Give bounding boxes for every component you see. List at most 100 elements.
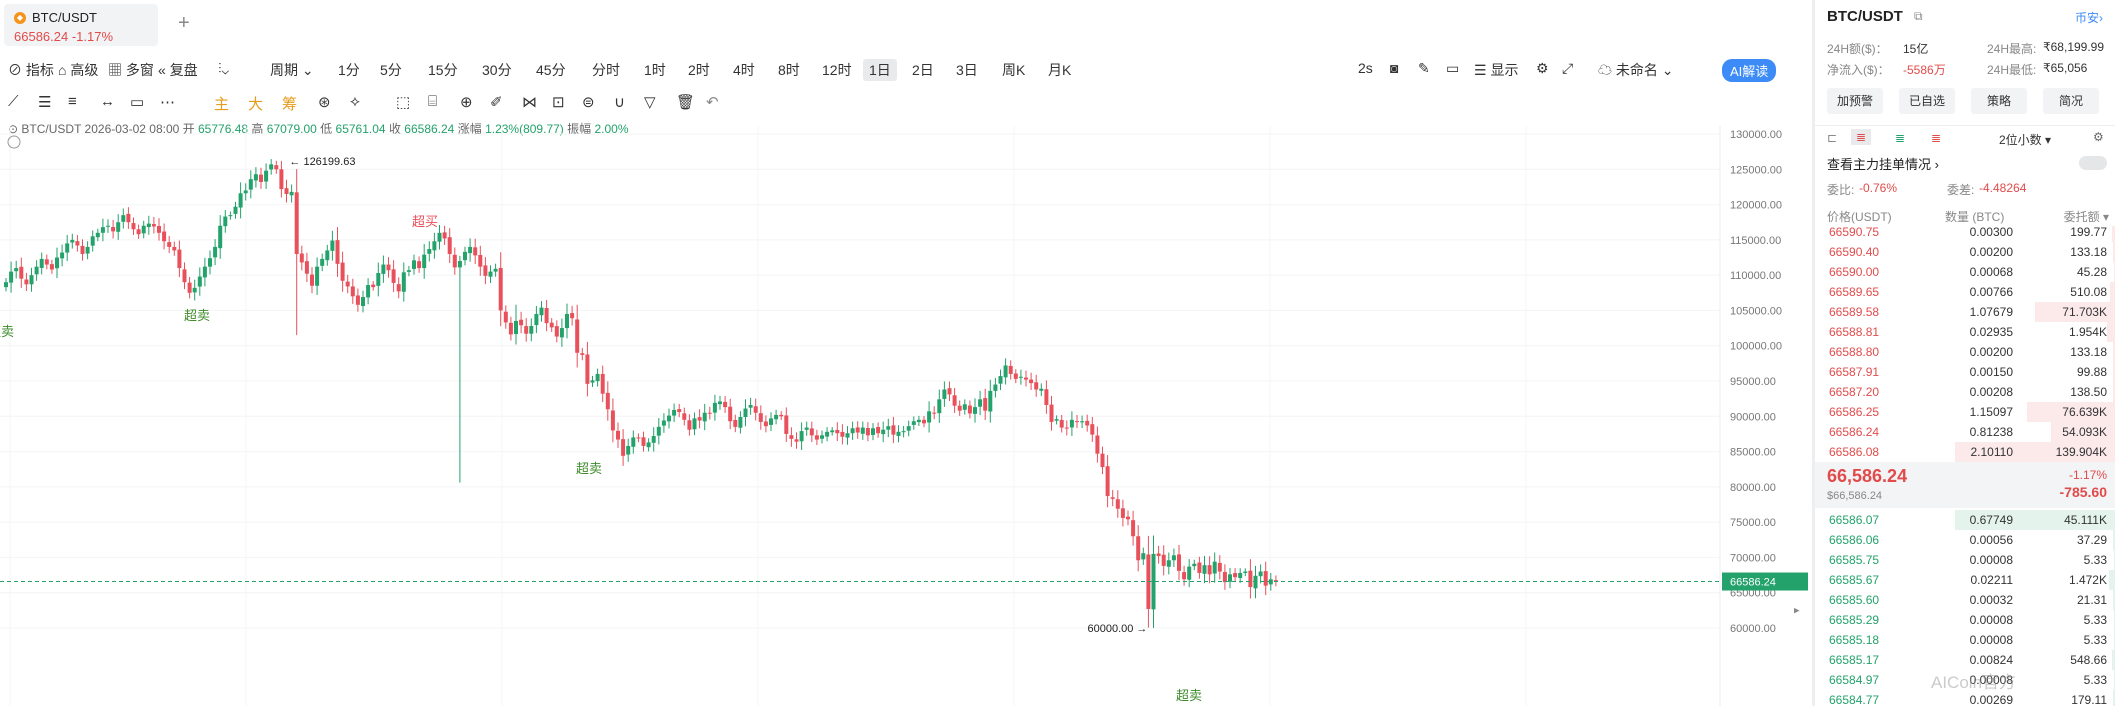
bid-row[interactable]: 66584.77 0.00269 179.11 <box>1815 690 2115 706</box>
interval-2h[interactable]: 2时 <box>688 62 710 78</box>
main-chip-button[interactable]: 主 <box>214 96 230 113</box>
advanced-button[interactable]: ⌂ 高级 <box>58 60 98 80</box>
pattern-icon[interactable]: ⋈ <box>522 94 537 111</box>
ask-row[interactable]: 66586.08 2.10110 139.904K <box>1815 442 2115 462</box>
overview-button[interactable]: 简况 <box>2043 88 2099 114</box>
collapse-icon[interactable]: ⊙ <box>8 122 19 136</box>
ask-row[interactable]: 66590.40 0.00200 133.18 <box>1815 242 2115 262</box>
exchange-link[interactable]: 币安› <box>2074 11 2103 25</box>
ask-row[interactable]: 66586.25 1.15097 76.639K <box>1815 402 2115 422</box>
chip-button[interactable]: 筹 <box>282 96 298 113</box>
ask-row[interactable]: 66590.00 0.00068 45.28 <box>1815 262 2115 282</box>
add-alert-button[interactable]: 加预警 <box>1827 88 1883 114</box>
ask-row[interactable]: 66590.75 0.00300 199.77 <box>1815 226 2115 242</box>
measure-icon[interactable]: ⟡ <box>350 93 360 110</box>
bid-row[interactable]: 66585.18 0.00008 5.33 <box>1815 630 2115 650</box>
bid-row[interactable]: 66585.29 0.00008 5.33 <box>1815 610 2115 630</box>
interval-4h[interactable]: 4时 <box>733 62 755 78</box>
camera-icon[interactable]: ◙ <box>1390 60 1399 76</box>
rectangle-icon[interactable]: ▭ <box>130 94 145 111</box>
note-icon[interactable]: ▭ <box>1446 60 1460 76</box>
layout-dropdown[interactable]: ☁ 未命名 ⌄ <box>1598 60 1674 80</box>
fullscreen-icon[interactable]: ⤢ <box>1562 60 1574 76</box>
ask-row[interactable]: 66587.91 0.00150 99.88 <box>1815 362 2115 382</box>
candle <box>1171 548 1176 567</box>
asks-only-icon[interactable]: ≣ <box>1931 131 1942 145</box>
interval-3d[interactable]: 3日 <box>956 62 978 78</box>
candlestick-chart[interactable]: 130000.00 125000.00 120000.00 115000.00 1100… <box>0 126 1810 706</box>
interval-45m[interactable]: 45分 <box>536 62 566 78</box>
magnet-icon[interactable]: ∪ <box>614 94 625 111</box>
candle-type-button[interactable]: ⫶⌄ <box>218 60 230 76</box>
replay-button[interactable]: « 复盘 <box>158 60 198 80</box>
watchlist-button[interactable]: 已自选 <box>1899 88 1955 114</box>
strategy-button[interactable]: 策略 <box>1971 88 2027 114</box>
interval-30m[interactable]: 30分 <box>482 62 512 78</box>
depth-link[interactable]: 查看主力挂单情况 › <box>1827 157 1939 172</box>
ask-row[interactable]: 66588.81 0.02935 1.954K <box>1815 322 2115 342</box>
tab-btc-usdt[interactable]: ◆ BTC/USDT 66586.24 -1.17% <box>4 4 158 46</box>
filter-icon[interactable]: ▽ <box>644 94 656 111</box>
both-sides-icon[interactable]: ≣ <box>1851 129 1872 145</box>
ruler-icon[interactable]: ⌸ <box>428 93 438 110</box>
precision-dropdown[interactable]: 2位小数 ▾ <box>1999 133 2052 147</box>
candle-body <box>1100 453 1105 468</box>
zoom-icon[interactable]: ⊕ <box>460 94 473 111</box>
refresh-interval[interactable]: 2s <box>1358 60 1373 76</box>
brush-icon[interactable]: ✐ <box>490 94 503 111</box>
settings-icon[interactable]: ⚙ <box>2093 130 2104 144</box>
interval-1h[interactable]: 1时 <box>644 62 666 78</box>
interval-1m[interactable]: 1分 <box>338 62 360 78</box>
ask-row[interactable]: 66587.20 0.00208 138.50 <box>1815 382 2115 402</box>
more-tools-icon[interactable]: ⋯ <box>160 94 175 111</box>
undo-icon[interactable]: ↶ <box>706 94 719 111</box>
lock-icon[interactable]: ⊡ <box>552 94 565 111</box>
col-total[interactable]: 委托额 ▾ <box>2063 210 2109 224</box>
bid-row[interactable]: 66586.07 0.67749 45.111K <box>1815 510 2115 530</box>
display-button[interactable]: ☰ 显示 <box>1474 60 1518 80</box>
add-tab-button[interactable]: + <box>178 12 190 34</box>
candle-body <box>565 313 569 329</box>
trash-icon[interactable]: 🗑 <box>676 94 696 111</box>
candle-body <box>478 254 483 267</box>
interval-week[interactable]: 周K <box>1002 62 1026 78</box>
panel-divider[interactable] <box>1812 0 1815 706</box>
channel-icon[interactable]: ≡ <box>68 93 77 110</box>
interval-12h[interactable]: 12时 <box>822 62 852 78</box>
bid-row[interactable]: 66585.60 0.00032 21.31 <box>1815 590 2115 610</box>
bid-row[interactable]: 66584.97 0.00008 5.33 <box>1815 670 2115 690</box>
interval-8h[interactable]: 8时 <box>778 62 800 78</box>
cursor-icon[interactable]: ⬚ <box>396 94 411 111</box>
hline-icon[interactable]: ↔ <box>100 93 115 110</box>
interval-5m[interactable]: 5分 <box>380 62 402 78</box>
nav-circle-icon[interactable] <box>7 135 21 149</box>
bid-row[interactable]: 66585.75 0.00008 5.33 <box>1815 550 2115 570</box>
bid-row[interactable]: 66585.17 0.00824 548.66 <box>1815 650 2115 670</box>
ask-row[interactable]: 66589.65 0.00766 510.08 <box>1815 282 2115 302</box>
big-chip-button[interactable]: 大 <box>248 96 264 113</box>
eye-icon[interactable]: ⊜ <box>582 94 595 111</box>
trendline-icon[interactable]: ⟋ <box>8 93 19 110</box>
ask-row[interactable]: 66588.80 0.00200 133.18 <box>1815 342 2115 362</box>
multi-window-button[interactable]: ▦ 多窗 <box>108 60 154 80</box>
interval-2d[interactable]: 2日 <box>912 62 934 78</box>
indicators-button[interactable]: ⊘ 指标 <box>8 60 54 80</box>
period-dropdown[interactable]: 周期 ⌄ <box>270 60 314 80</box>
ask-row[interactable]: 66586.24 0.81238 54.093K <box>1815 422 2115 442</box>
settings-icon[interactable]: ⚙ <box>1536 60 1549 76</box>
hlines-icon[interactable]: ☰ <box>38 94 52 111</box>
interval-month[interactable]: 月K <box>1048 62 1072 78</box>
ai-analysis-button[interactable]: AI解读 <box>1722 59 1777 82</box>
pen-icon[interactable]: ✎ <box>1418 60 1430 76</box>
interval-timeline[interactable]: 分时 <box>592 62 620 78</box>
orderbook-mode-icon[interactable]: ⊏ <box>1827 131 1838 145</box>
bid-row[interactable]: 66585.67 0.02211 1.472K <box>1815 570 2115 590</box>
depth-toggle[interactable] <box>2079 156 2107 170</box>
bids-only-icon[interactable]: ≣ <box>1895 131 1906 145</box>
magic-icon[interactable]: ⊛ <box>318 94 331 111</box>
interval-15m[interactable]: 15分 <box>428 62 458 78</box>
bid-row[interactable]: 66586.06 0.00056 37.29 <box>1815 530 2115 550</box>
copy-icon[interactable]: ⧉ <box>1914 9 1923 23</box>
ask-row[interactable]: 66589.58 1.07679 71.703K <box>1815 302 2115 322</box>
interval-1d[interactable]: 1日 <box>863 59 897 81</box>
